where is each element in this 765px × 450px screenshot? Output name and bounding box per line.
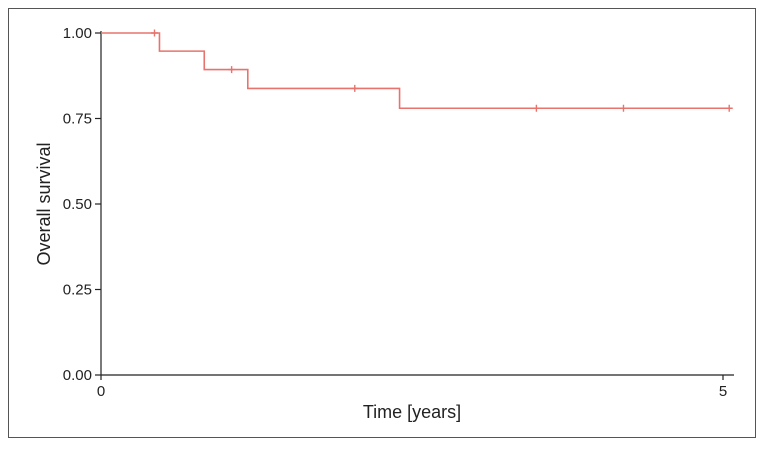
series-layer xyxy=(101,29,733,112)
y-tick-label: 0.50 xyxy=(63,196,92,213)
y-tick-label: 0.75 xyxy=(63,111,92,128)
x-tick-label: 0 xyxy=(97,383,105,400)
x-tick-label: 5 xyxy=(719,383,727,400)
censor-mark xyxy=(351,84,359,92)
censor-mark xyxy=(150,29,158,37)
censor-mark xyxy=(532,104,540,112)
y-tick-label: 0.25 xyxy=(63,282,92,299)
y-axis-title: Overall survival xyxy=(34,142,54,265)
censor-mark xyxy=(725,104,733,112)
y-tick-label: 0.00 xyxy=(63,367,92,384)
chart-frame xyxy=(8,8,756,438)
survival-curve xyxy=(101,32,730,110)
y-ticks: 0.00 0.25 0.50 0.75 1.00 xyxy=(63,25,101,384)
y-tick-label: 1.00 xyxy=(63,25,92,42)
censor-mark xyxy=(228,66,236,74)
axes xyxy=(100,31,734,376)
censor-mark xyxy=(619,104,627,112)
x-axis-title: Time [years] xyxy=(363,402,461,422)
